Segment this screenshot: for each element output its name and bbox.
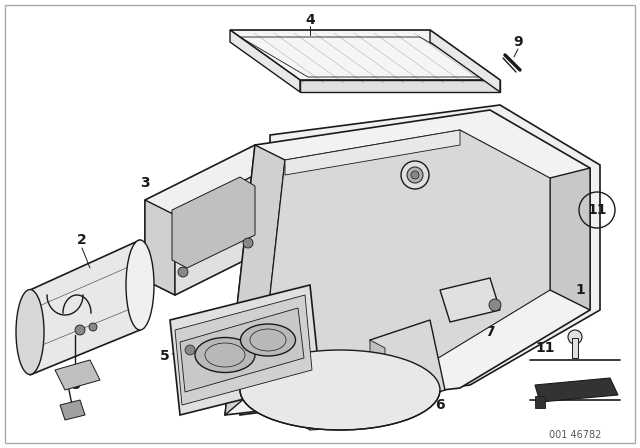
Polygon shape [175,295,312,405]
Text: 4: 4 [305,13,315,27]
Circle shape [568,330,582,344]
Ellipse shape [16,289,44,375]
Circle shape [75,325,85,335]
Polygon shape [172,177,255,268]
Polygon shape [260,130,550,385]
Polygon shape [300,80,500,92]
Ellipse shape [240,350,440,430]
Text: 001 46782: 001 46782 [549,430,601,440]
Text: 8: 8 [70,378,80,392]
Ellipse shape [195,337,255,372]
Text: 6: 6 [435,398,445,412]
Circle shape [89,323,97,331]
Polygon shape [145,145,285,295]
Polygon shape [370,320,445,410]
Polygon shape [230,30,500,80]
Polygon shape [170,285,320,415]
Polygon shape [175,160,285,295]
Polygon shape [225,145,285,415]
Polygon shape [230,30,300,92]
Text: 7: 7 [485,325,495,339]
Text: 3: 3 [140,176,150,190]
Polygon shape [440,278,500,322]
Polygon shape [60,400,85,420]
Circle shape [178,267,188,277]
Text: 10: 10 [445,170,465,184]
Polygon shape [430,30,500,92]
Text: 11: 11 [535,341,555,355]
Polygon shape [535,378,618,402]
Ellipse shape [126,240,154,330]
Polygon shape [30,240,140,375]
Text: 11: 11 [588,203,607,217]
Polygon shape [572,338,578,358]
Circle shape [411,171,419,179]
Polygon shape [145,200,175,295]
Polygon shape [550,168,590,310]
Text: 5: 5 [160,349,170,363]
Polygon shape [225,110,590,415]
Text: 9: 9 [513,35,523,49]
Ellipse shape [241,324,296,356]
Polygon shape [55,360,100,390]
Polygon shape [285,130,460,175]
Circle shape [401,161,429,189]
Polygon shape [370,340,385,410]
Text: 2: 2 [77,233,87,247]
Polygon shape [240,105,600,415]
Polygon shape [180,308,304,392]
Circle shape [185,345,195,355]
Circle shape [407,167,423,183]
Text: 1: 1 [575,283,585,297]
Circle shape [243,238,253,248]
Circle shape [489,299,501,311]
Polygon shape [535,396,545,408]
